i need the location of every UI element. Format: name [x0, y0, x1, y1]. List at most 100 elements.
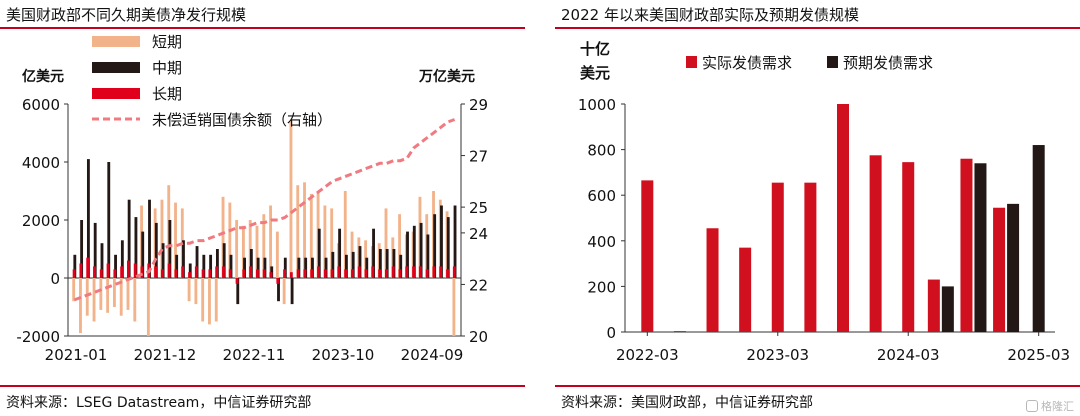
bar-short — [126, 278, 130, 310]
bar-mid — [188, 263, 192, 278]
x-tick-label: 2024-03 — [877, 346, 940, 364]
bar-long — [310, 269, 314, 278]
bar-short — [214, 278, 218, 322]
bar-short — [201, 278, 205, 322]
y-axis-label-line2: 美元 — [580, 64, 610, 82]
bar-actual — [837, 104, 849, 332]
legend-label-debt-line: 未偿适销国债余额（右轴） — [152, 111, 332, 129]
bar-mid — [154, 222, 158, 278]
bar-short — [174, 202, 177, 278]
bar-mid — [141, 231, 145, 278]
bar-mid — [378, 249, 382, 278]
y-axis-label-line1: 十亿 — [580, 40, 610, 58]
bar-long — [283, 269, 287, 278]
x-tick-label: 2025-03 — [1007, 346, 1070, 364]
right-bottom-rule — [555, 385, 1080, 387]
bar-short — [398, 214, 402, 278]
bar-long — [86, 257, 90, 278]
left-chart-title: 美国财政部不同久期美债净发行规模 — [6, 6, 247, 24]
bar-short — [119, 278, 123, 316]
legend-swatch-expected — [827, 56, 838, 68]
bar-mid — [236, 278, 240, 305]
bar-actual — [927, 279, 940, 332]
bar-long — [323, 269, 327, 278]
bar-actual — [739, 247, 752, 332]
bar-mid — [243, 257, 246, 278]
bar-mid — [120, 240, 124, 278]
bar-long — [222, 266, 225, 278]
bar-long — [167, 263, 171, 278]
bar-long — [439, 266, 443, 278]
bar-short — [72, 278, 76, 302]
bar-mid — [134, 217, 138, 278]
watermark-logo-icon — [1026, 400, 1038, 412]
bar-long — [99, 269, 103, 278]
bar-long — [174, 269, 178, 278]
bar-short — [85, 278, 89, 316]
bar-long — [378, 269, 382, 278]
bar-mid — [440, 205, 443, 278]
bar-mid — [215, 249, 219, 278]
bar-long — [133, 263, 137, 278]
legend-swatch-actual — [686, 56, 697, 68]
bar-long — [289, 272, 293, 278]
bar-long — [391, 266, 395, 278]
bar-long — [249, 266, 253, 278]
bar-mid — [168, 220, 172, 278]
y-left-axis-label: 亿美元 — [22, 68, 64, 85]
y-right-tick-label: 27 — [469, 148, 488, 166]
x-tick-label: 2024-09 — [401, 346, 464, 364]
bar-mid — [453, 205, 457, 278]
bar-long — [446, 269, 449, 278]
x-tick-label: 2022-11 — [223, 346, 286, 364]
bar-mid — [351, 251, 355, 278]
bar-mid — [222, 243, 226, 278]
bar-short — [262, 214, 266, 278]
bar-long — [255, 269, 259, 278]
bar-mid — [385, 249, 389, 278]
bar-long — [242, 269, 246, 278]
bar-long — [337, 266, 341, 278]
bar-short — [92, 278, 96, 322]
line-debt-outstanding — [73, 118, 456, 302]
bar-short — [133, 278, 137, 322]
bar-long — [215, 266, 219, 278]
right-chart-title: 2022 年以来美国财政部实际及预期发债规模 — [561, 6, 859, 24]
bar-mid — [297, 257, 301, 278]
bar-short — [309, 193, 313, 278]
watermark-text: 格隆汇 — [1041, 400, 1074, 413]
y-tick-label: 600 — [587, 187, 616, 205]
bar-short — [146, 278, 150, 336]
bar-short — [296, 185, 300, 278]
bar-short — [228, 202, 232, 278]
bar-mid — [311, 257, 314, 278]
bar-long — [201, 269, 205, 278]
y-tick-label: 200 — [587, 278, 616, 296]
y-right-tick-label: 20 — [469, 328, 488, 346]
y-right-tick-label: 22 — [469, 276, 488, 294]
legend-swatch-long — [92, 88, 140, 99]
bar-long — [425, 269, 429, 278]
bar-short — [330, 208, 334, 278]
legend-label-actual: 实际发债需求 — [702, 54, 792, 72]
bar-short — [452, 278, 456, 336]
y-left-tick-label: 4000 — [22, 154, 60, 172]
bar-long — [140, 266, 144, 278]
bar-mid — [175, 254, 179, 278]
bar-mid — [344, 254, 348, 278]
bar-long — [398, 269, 402, 278]
bar-long — [188, 272, 191, 278]
bar-long — [371, 266, 375, 278]
bar-long — [412, 266, 416, 278]
bar-long — [181, 266, 185, 278]
bar-mid — [399, 254, 403, 278]
bar-short — [221, 196, 225, 278]
bar-mid — [100, 243, 104, 278]
bar-mid — [256, 257, 260, 278]
bar-mid — [426, 234, 430, 278]
bar-mid — [277, 278, 280, 302]
bar-short — [112, 278, 116, 307]
bar-actual — [960, 158, 973, 332]
bar-short — [323, 205, 327, 278]
bar-mid — [107, 162, 111, 278]
